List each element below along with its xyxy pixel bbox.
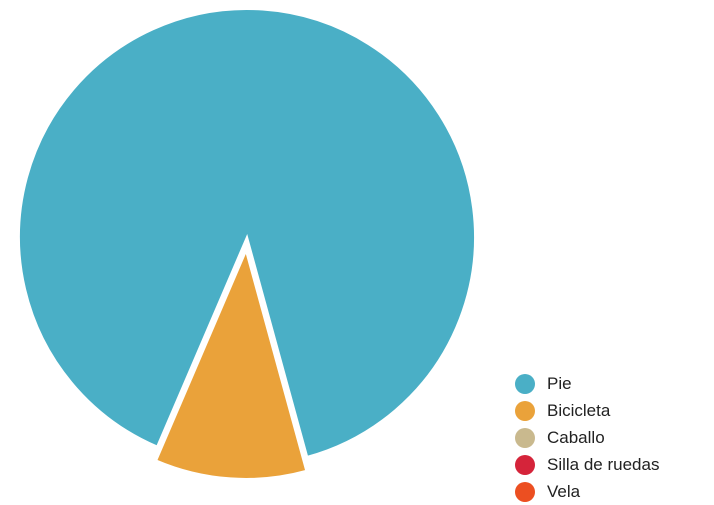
legend-label-bicicleta: Bicicleta: [547, 400, 611, 420]
legend-item-pie[interactable]: Pie: [515, 370, 659, 397]
legend-item-vela[interactable]: Vela: [515, 478, 659, 505]
legend: Pie Bicicleta Caballo Silla de ruedas Ve…: [515, 370, 659, 505]
legend-swatch-bicicleta: [515, 400, 535, 421]
legend-swatch-pie: [515, 373, 535, 394]
pie-slice-bicicleta[interactable]: [154, 247, 308, 480]
legend-swatch-caballo: [515, 427, 535, 448]
pie-slice-pie[interactable]: [18, 8, 476, 459]
legend-swatch-silla-de-ruedas: [515, 454, 535, 475]
legend-item-bicicleta[interactable]: Bicicleta: [515, 397, 659, 424]
legend-label-silla-de-ruedas: Silla de ruedas: [547, 454, 660, 474]
legend-label-caballo: Caballo: [547, 427, 605, 447]
legend-label-pie: Pie: [547, 373, 572, 393]
legend-label-vela: Vela: [547, 481, 581, 501]
legend-item-caballo[interactable]: Caballo: [515, 424, 659, 451]
legend-item-silla-de-ruedas[interactable]: Silla de ruedas: [515, 451, 659, 478]
legend-swatch-vela: [515, 481, 535, 502]
